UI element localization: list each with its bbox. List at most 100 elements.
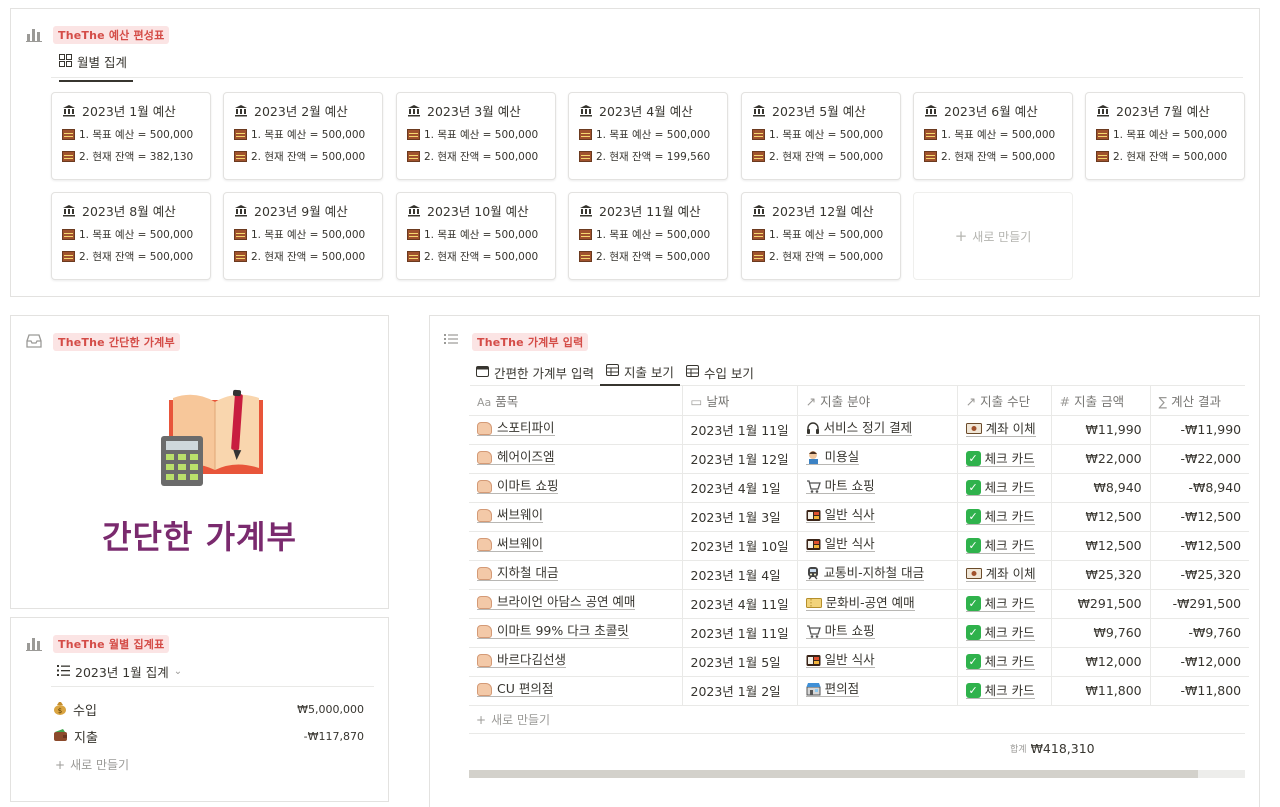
- cell-category[interactable]: 문화비-공연 예매: [797, 589, 958, 619]
- cell-result[interactable]: -₩25,320: [1150, 560, 1250, 590]
- cell-amount[interactable]: ₩11,990: [1051, 415, 1151, 445]
- cell-result[interactable]: -₩291,500: [1150, 589, 1250, 619]
- scrollbar-thumb[interactable]: [469, 770, 1199, 778]
- cell-date[interactable]: 2023년 4월 1일: [682, 473, 798, 503]
- cell-category[interactable]: 일반 식사: [797, 531, 958, 561]
- cell-amount[interactable]: ₩22,000: [1051, 444, 1151, 474]
- budget-board-tag[interactable]: TheThe 예산 편성표: [53, 26, 170, 44]
- cell-category[interactable]: 마트 쇼핑: [797, 618, 958, 648]
- cell-item[interactable]: 이마트 쇼핑: [469, 473, 683, 503]
- cell-date[interactable]: 2023년 4월 11일: [682, 589, 798, 619]
- cell-amount[interactable]: ₩291,500: [1051, 589, 1151, 619]
- cell-method[interactable]: ✓ 체크 카드: [957, 473, 1052, 503]
- cell-date[interactable]: 2023년 1월 4일: [682, 560, 798, 590]
- cell-amount[interactable]: ₩12,500: [1051, 531, 1151, 561]
- column-header-category[interactable]: ↗ 지출 분야: [797, 386, 958, 416]
- cell-date[interactable]: 2023년 1월 12일: [682, 444, 798, 474]
- table-row[interactable]: 써브웨이 2023년 1월 3일 일반 식사 ✓ 체크 카드 ₩12,500 -₩12,50…: [469, 502, 1250, 532]
- cell-result[interactable]: -₩8,940: [1150, 473, 1250, 503]
- budget-card[interactable]: 2023년 6월 예산 1. 목표 예산 = 500,000 2. 현재 잔액 = …: [913, 92, 1073, 180]
- monthly-summary-tag[interactable]: TheThe 월별 집계표: [53, 635, 170, 653]
- cell-date[interactable]: 2023년 1월 10일: [682, 531, 798, 561]
- table-row[interactable]: 헤어이즈엠 2023년 1월 12일 미용실 ✓ 체크 카드 ₩22,000 -₩22,00…: [469, 444, 1250, 474]
- cell-result[interactable]: -₩12,500: [1150, 531, 1250, 561]
- budget-card[interactable]: 2023년 9월 예산 1. 목표 예산 = 500,000 2. 현재 잔액 = …: [223, 192, 383, 280]
- cell-item[interactable]: 바르다김선생: [469, 647, 683, 677]
- cell-item[interactable]: 스포티파이: [469, 415, 683, 445]
- cell-category[interactable]: 미용실: [797, 444, 958, 474]
- column-header-date[interactable]: ▭ 날짜: [682, 386, 798, 416]
- cell-amount[interactable]: ₩9,760: [1051, 618, 1151, 648]
- cell-category[interactable]: 마트 쇼핑: [797, 473, 958, 503]
- budget-card[interactable]: 2023년 8월 예산 1. 목표 예산 = 500,000 2. 현재 잔액 = …: [51, 192, 211, 280]
- cell-category[interactable]: 교통비-지하철 대금: [797, 560, 958, 590]
- view-selector[interactable]: 2023년 1월 집계 ⌄: [57, 662, 182, 681]
- cell-category[interactable]: 일반 식사: [797, 647, 958, 677]
- cell-method[interactable]: ✓ 체크 카드: [957, 444, 1052, 474]
- table-row[interactable]: 써브웨이 2023년 1월 10일 일반 식사 ✓ 체크 카드 ₩12,500 -₩12,5…: [469, 531, 1250, 561]
- tab-income-view[interactable]: 수입 보기: [680, 359, 760, 385]
- cell-category[interactable]: 일반 식사: [797, 502, 958, 532]
- budget-card[interactable]: 2023년 5월 예산 1. 목표 예산 = 500,000 2. 현재 잔액 = …: [741, 92, 901, 180]
- cell-item[interactable]: 이마트 99% 다크 초콜릿: [469, 618, 683, 648]
- budget-card[interactable]: 2023년 2월 예산 1. 목표 예산 = 500,000 2. 현재 잔액 = …: [223, 92, 383, 180]
- cell-item[interactable]: CU 편의점: [469, 676, 683, 706]
- cell-date[interactable]: 2023년 1월 3일: [682, 502, 798, 532]
- table-row[interactable]: 이마트 쇼핑 2023년 4월 1일 마트 쇼핑 ✓ 체크 카드 ₩8,940 -₩8,94…: [469, 473, 1250, 503]
- cell-result[interactable]: -₩11,800: [1150, 676, 1250, 706]
- summary-row-expense[interactable]: 지출 -₩117,870: [53, 727, 364, 746]
- cell-amount[interactable]: ₩12,000: [1051, 647, 1151, 677]
- cell-amount[interactable]: ₩11,800: [1051, 676, 1151, 706]
- cell-date[interactable]: 2023년 1월 11일: [682, 415, 798, 445]
- table-row[interactable]: 브라이언 아담스 공연 예매 2023년 4월 11일 문화비-공연 예매 ✓ 체크 카…: [469, 589, 1250, 619]
- cell-method[interactable]: 계좌 이체: [957, 415, 1052, 445]
- cell-item[interactable]: 헤어이즈엠: [469, 444, 683, 474]
- budget-card[interactable]: 2023년 3월 예산 1. 목표 예산 = 500,000 2. 현재 잔액 = …: [396, 92, 556, 180]
- cell-result[interactable]: -₩22,000: [1150, 444, 1250, 474]
- cell-amount[interactable]: ₩12,500: [1051, 502, 1151, 532]
- cell-item[interactable]: 써브웨이: [469, 531, 683, 561]
- tab-monthly-summary[interactable]: 월별 집계: [59, 52, 133, 82]
- cell-method[interactable]: ✓ 체크 카드: [957, 618, 1052, 648]
- budget-card[interactable]: 2023년 1월 예산 1. 목표 예산 = 500,000 2. 현재 잔액 = …: [51, 92, 211, 180]
- cell-date[interactable]: 2023년 1월 11일: [682, 618, 798, 648]
- cell-method[interactable]: ✓ 체크 카드: [957, 531, 1052, 561]
- tab-quick-entry[interactable]: 간편한 가계부 입력: [470, 359, 600, 385]
- new-summary-button[interactable]: + 새로 만들기: [55, 756, 129, 773]
- column-header-amount[interactable]: # 지출 금액: [1051, 386, 1151, 416]
- cell-method[interactable]: ✓ 체크 카드: [957, 502, 1052, 532]
- cell-amount[interactable]: ₩8,940: [1051, 473, 1151, 503]
- cell-result[interactable]: -₩9,760: [1150, 618, 1250, 648]
- cell-category[interactable]: 편의점: [797, 676, 958, 706]
- budget-card[interactable]: 2023년 4월 예산 1. 목표 예산 = 500,000 2. 현재 잔액 = …: [568, 92, 728, 180]
- cell-date[interactable]: 2023년 1월 5일: [682, 647, 798, 677]
- cell-method[interactable]: ✓ 체크 카드: [957, 647, 1052, 677]
- cell-item[interactable]: 브라이언 아담스 공연 예매: [469, 589, 683, 619]
- column-header-item[interactable]: Aa 품목: [469, 386, 683, 416]
- cell-result[interactable]: -₩12,500: [1150, 502, 1250, 532]
- cell-result[interactable]: -₩11,990: [1150, 415, 1250, 445]
- column-header-method[interactable]: ↗ 지출 수단: [957, 386, 1052, 416]
- new-row-button[interactable]: + 새로 만들기: [476, 711, 550, 728]
- table-row[interactable]: CU 편의점 2023년 1월 2일 편의점 ✓ 체크 카드 ₩11,800 -₩11,80…: [469, 676, 1250, 706]
- horizontal-scrollbar[interactable]: [469, 770, 1245, 778]
- budget-card[interactable]: 2023년 11월 예산 1. 목표 예산 = 500,000 2. 현재 잔액 =…: [568, 192, 728, 280]
- cell-item[interactable]: 써브웨이: [469, 502, 683, 532]
- budget-card[interactable]: 2023년 12월 예산 1. 목표 예산 = 500,000 2. 현재 잔액 =…: [741, 192, 901, 280]
- table-row[interactable]: 이마트 99% 다크 초콜릿 2023년 1월 11일 마트 쇼핑 ✓ 체크 카드 ₩9,…: [469, 618, 1250, 648]
- tab-expense-view[interactable]: 지출 보기: [599, 359, 680, 386]
- cell-result[interactable]: -₩12,000: [1150, 647, 1250, 677]
- table-row[interactable]: 스포티파이 2023년 1월 11일 서비스 정기 결제 계좌 이체 ₩11,990 -₩…: [469, 415, 1250, 445]
- easy-ledger-tag[interactable]: TheThe 간단한 가계부: [53, 333, 180, 351]
- ledger-tag[interactable]: TheThe 가계부 입력: [472, 333, 589, 351]
- cell-method[interactable]: ✓ 체크 카드: [957, 589, 1052, 619]
- cell-amount[interactable]: ₩25,320: [1051, 560, 1151, 590]
- column-header-result[interactable]: ∑ 계산 결과: [1150, 386, 1250, 416]
- cell-method[interactable]: ✓ 체크 카드: [957, 676, 1052, 706]
- cell-date[interactable]: 2023년 1월 2일: [682, 676, 798, 706]
- new-card-button[interactable]: + 새로 만들기: [913, 192, 1073, 280]
- table-row[interactable]: 바르다김선생 2023년 1월 5일 일반 식사 ✓ 체크 카드 ₩12,000 -₩12,…: [469, 647, 1250, 677]
- budget-card[interactable]: 2023년 7월 예산 1. 목표 예산 = 500,000 2. 현재 잔액 = …: [1085, 92, 1245, 180]
- cell-method[interactable]: 계좌 이체: [957, 560, 1052, 590]
- table-row[interactable]: 지하철 대금 2023년 1월 4일 교통비-지하철 대금 계좌 이체 ₩25,320 -…: [469, 560, 1250, 590]
